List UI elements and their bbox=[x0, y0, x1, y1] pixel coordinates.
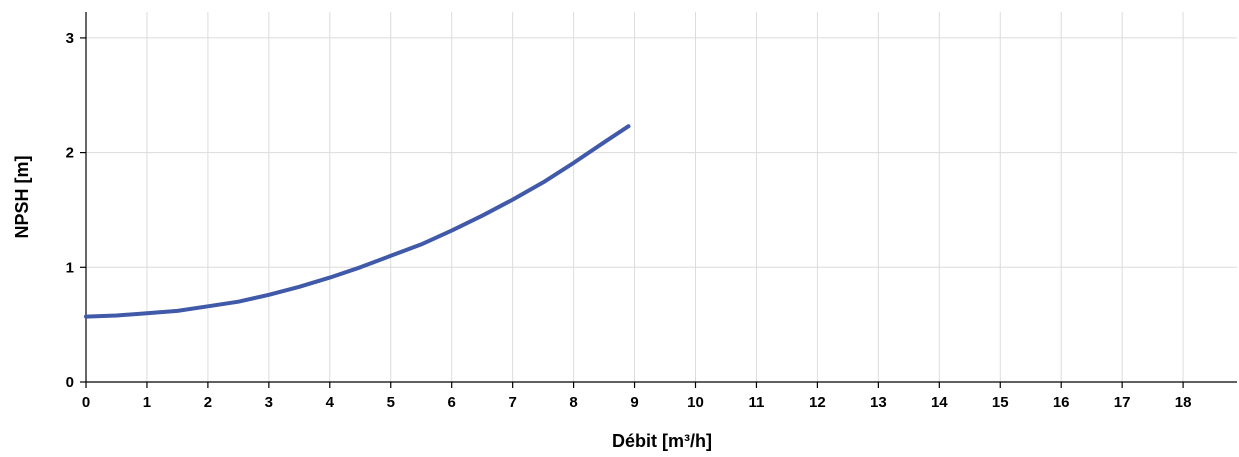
x-tick-label: 8 bbox=[569, 394, 577, 411]
x-tick-label: 13 bbox=[870, 394, 887, 411]
x-tick-label: 10 bbox=[687, 394, 704, 411]
x-tick-label: 14 bbox=[931, 394, 948, 411]
x-tick-label: 15 bbox=[992, 394, 1009, 411]
x-tick-label: 6 bbox=[448, 394, 456, 411]
x-tick-label: 5 bbox=[387, 394, 395, 411]
x-tick-label: 12 bbox=[809, 394, 826, 411]
series-line-0 bbox=[84, 124, 631, 319]
axes bbox=[80, 12, 1237, 388]
y-tick-label: 2 bbox=[66, 145, 74, 162]
y-tick-label: 1 bbox=[66, 259, 74, 276]
x-tick-label: 0 bbox=[82, 394, 90, 411]
x-tick-label: 1 bbox=[143, 394, 151, 411]
y-axis-title: NPSH [m] bbox=[12, 155, 32, 238]
x-tick-label: 3 bbox=[265, 394, 273, 411]
grid bbox=[86, 12, 1237, 382]
series-layer bbox=[84, 124, 631, 319]
y-tick-label: 3 bbox=[66, 30, 74, 47]
x-tick-label: 2 bbox=[204, 394, 212, 411]
x-tick-label: 9 bbox=[630, 394, 638, 411]
x-tick-label: 18 bbox=[1175, 394, 1192, 411]
x-tick-label: 16 bbox=[1053, 394, 1070, 411]
x-axis-title: Débit [m³/h] bbox=[612, 431, 712, 451]
x-tick-label: 11 bbox=[749, 394, 765, 411]
x-tick-label: 7 bbox=[508, 394, 516, 411]
y-tick-label: 0 bbox=[66, 374, 74, 391]
x-tick-label: 4 bbox=[326, 394, 335, 411]
x-tick-label: 17 bbox=[1114, 394, 1131, 411]
